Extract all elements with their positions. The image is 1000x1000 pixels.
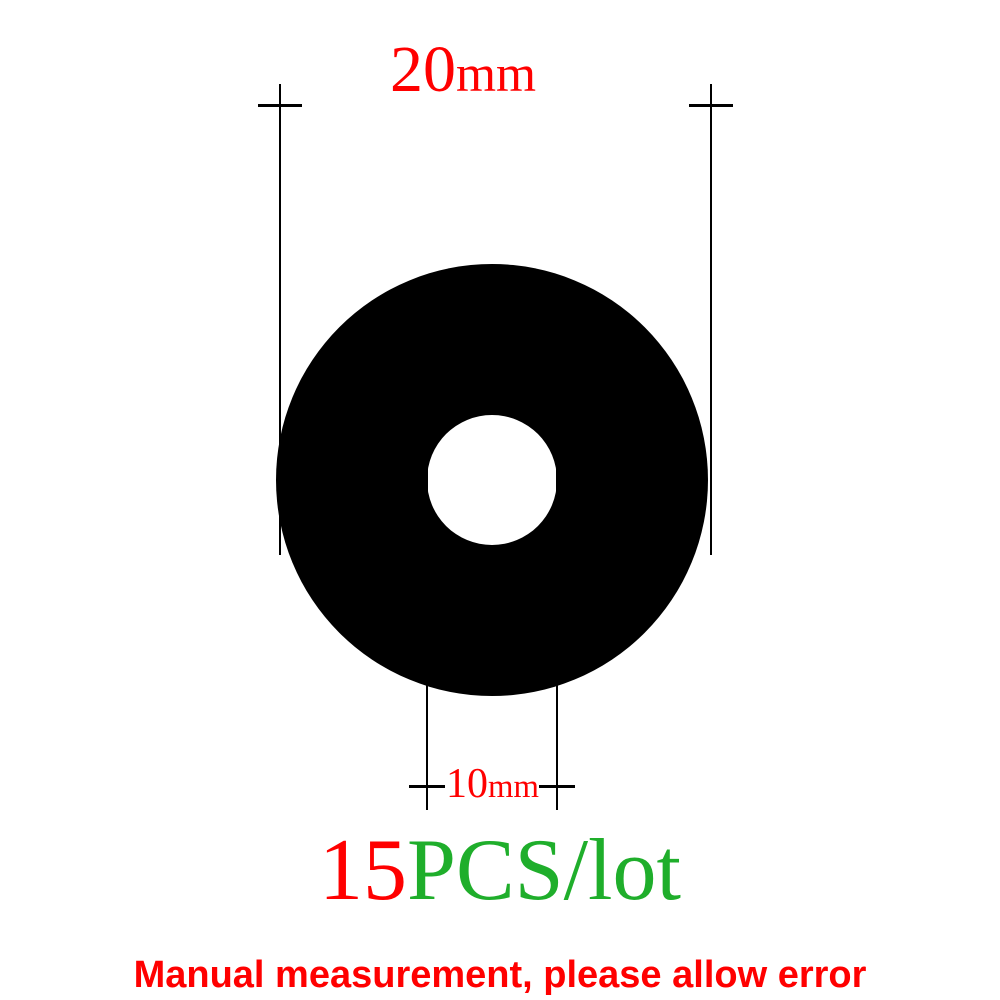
outer-diameter-value: 20 bbox=[390, 33, 456, 106]
outer-arrow-right-out bbox=[711, 104, 733, 107]
inner-arrow-right-in bbox=[539, 785, 557, 788]
quantity-count: 15 bbox=[319, 822, 407, 919]
measurement-note: Manual measurement, please allow error bbox=[134, 954, 867, 997]
quantity-label: 15PCS/lot bbox=[319, 820, 681, 921]
washer-ring bbox=[276, 264, 708, 696]
diagram-canvas: 20mm 10mm 15PCS/lot Manual measurement, … bbox=[0, 0, 1000, 1000]
inner-diameter-value: 10 bbox=[446, 761, 488, 807]
inner-arrow-left-out bbox=[409, 785, 427, 788]
outer-arrow-left-in bbox=[280, 104, 302, 107]
outer-diameter-unit: mm bbox=[456, 46, 536, 103]
outer-extension-line-right bbox=[710, 84, 712, 555]
inner-arrow-left-in bbox=[427, 785, 445, 788]
inner-diameter-label: 10mm bbox=[446, 760, 539, 808]
inner-diameter-unit: mm bbox=[488, 769, 539, 805]
outer-arrow-left-out bbox=[258, 104, 280, 107]
outer-diameter-label: 20mm bbox=[390, 32, 536, 108]
inner-extension-line-right bbox=[556, 426, 558, 810]
outer-arrow-right-in bbox=[689, 104, 711, 107]
quantity-suffix: PCS/lot bbox=[407, 822, 681, 919]
inner-extension-line-left bbox=[426, 426, 428, 810]
inner-arrow-right-out bbox=[557, 785, 575, 788]
